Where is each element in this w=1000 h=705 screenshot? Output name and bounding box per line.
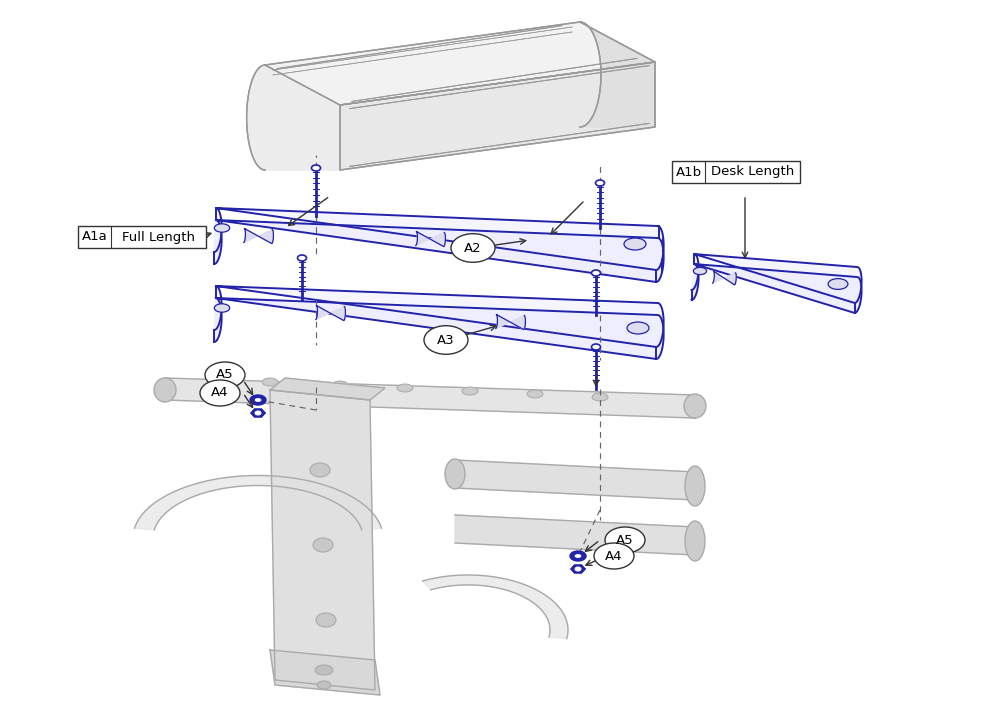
Polygon shape (423, 575, 568, 639)
Ellipse shape (214, 223, 230, 232)
Polygon shape (496, 314, 525, 329)
Ellipse shape (313, 538, 333, 552)
Ellipse shape (693, 267, 707, 275)
Ellipse shape (570, 551, 586, 561)
Ellipse shape (596, 180, 604, 186)
Ellipse shape (605, 527, 645, 553)
Polygon shape (247, 65, 340, 170)
Polygon shape (571, 565, 585, 573)
Ellipse shape (828, 278, 848, 289)
Ellipse shape (254, 398, 262, 403)
Ellipse shape (684, 394, 706, 418)
Text: A5: A5 (216, 369, 234, 381)
Polygon shape (270, 650, 380, 695)
Ellipse shape (200, 380, 240, 406)
Ellipse shape (310, 463, 330, 477)
Polygon shape (244, 228, 273, 243)
Ellipse shape (462, 387, 478, 395)
Polygon shape (580, 22, 655, 127)
Ellipse shape (255, 411, 261, 415)
Polygon shape (251, 409, 265, 417)
Ellipse shape (574, 553, 582, 558)
Polygon shape (265, 22, 655, 105)
Text: A2: A2 (464, 242, 482, 255)
Text: A4: A4 (211, 386, 229, 400)
Text: A1b: A1b (675, 166, 702, 178)
Polygon shape (270, 378, 385, 400)
Ellipse shape (316, 613, 336, 627)
FancyBboxPatch shape (672, 161, 800, 183)
Text: Desk Length: Desk Length (711, 166, 794, 178)
Ellipse shape (527, 390, 543, 398)
Ellipse shape (627, 322, 649, 334)
Polygon shape (692, 264, 862, 313)
Ellipse shape (332, 381, 348, 389)
Ellipse shape (592, 344, 600, 350)
Polygon shape (713, 271, 736, 285)
Ellipse shape (214, 304, 230, 312)
Polygon shape (455, 460, 695, 500)
Text: A4: A4 (605, 549, 623, 563)
Ellipse shape (624, 238, 646, 250)
Ellipse shape (205, 362, 245, 388)
Polygon shape (580, 22, 655, 127)
Text: A3: A3 (437, 333, 455, 346)
Ellipse shape (594, 543, 634, 569)
Ellipse shape (154, 378, 176, 402)
Ellipse shape (592, 270, 600, 276)
Ellipse shape (315, 665, 333, 675)
Polygon shape (270, 390, 375, 690)
Polygon shape (247, 65, 340, 170)
Polygon shape (214, 220, 664, 282)
Polygon shape (692, 254, 862, 303)
Polygon shape (135, 475, 381, 529)
Ellipse shape (685, 466, 705, 506)
Ellipse shape (451, 233, 495, 262)
Polygon shape (316, 305, 345, 321)
Text: Full Length: Full Length (122, 231, 195, 243)
Ellipse shape (250, 395, 266, 405)
Text: A5: A5 (616, 534, 634, 546)
Ellipse shape (312, 165, 320, 171)
Ellipse shape (592, 393, 608, 401)
Polygon shape (416, 231, 445, 247)
Ellipse shape (317, 681, 331, 689)
Polygon shape (455, 515, 695, 555)
Polygon shape (165, 378, 695, 418)
Ellipse shape (298, 255, 306, 261)
FancyBboxPatch shape (78, 226, 206, 248)
Polygon shape (340, 62, 655, 170)
Ellipse shape (262, 378, 278, 386)
Polygon shape (214, 208, 664, 270)
Ellipse shape (445, 459, 465, 489)
Text: A1a: A1a (82, 231, 107, 243)
Ellipse shape (397, 384, 413, 392)
Ellipse shape (424, 326, 468, 355)
Ellipse shape (685, 521, 705, 561)
Polygon shape (214, 286, 664, 347)
Polygon shape (340, 62, 655, 170)
Polygon shape (214, 298, 664, 359)
Ellipse shape (575, 567, 581, 571)
Polygon shape (265, 22, 655, 105)
